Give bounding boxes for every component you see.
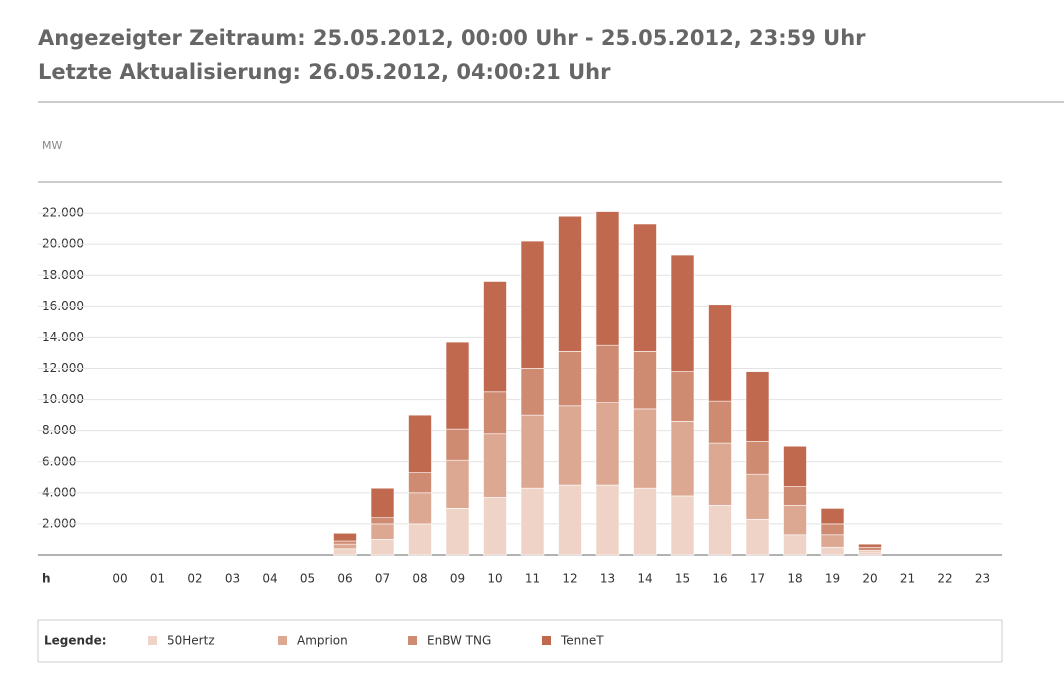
bar-segment: [633, 223, 657, 352]
x-tick-label: 03: [225, 572, 240, 586]
legend-box: [37, 619, 1003, 663]
bar-segment: [408, 414, 432, 473]
bar-segment: [820, 546, 845, 556]
x-tick-label: 00: [112, 572, 127, 586]
x-tick-label: 13: [600, 572, 615, 586]
bar-segment: [745, 518, 770, 556]
bar-segment: [370, 523, 395, 540]
bar-segment: [445, 508, 470, 556]
bar-segment: [820, 508, 845, 525]
bar-segment: [708, 504, 732, 556]
bar-segment: [408, 472, 432, 494]
bar-segment: [333, 532, 357, 542]
bar-segment: [445, 341, 470, 430]
bar-segment: [483, 281, 507, 393]
bar-segment: [670, 371, 695, 422]
bar-segment: [370, 517, 395, 525]
bar-segment: [708, 442, 732, 506]
bar-segment: [370, 487, 395, 519]
bar-segment: [558, 484, 582, 556]
bar-segment: [483, 497, 507, 556]
legend-swatch: [148, 636, 157, 645]
bar-segment: [333, 543, 357, 550]
bar-segment: [483, 433, 507, 498]
x-tick-label: 08: [412, 572, 427, 586]
x-tick-label: 14: [637, 572, 652, 586]
x-tick-label: 01: [150, 572, 165, 586]
x-tick-label: 19: [825, 572, 840, 586]
x-tick-label: 17: [750, 572, 765, 586]
bar-segment: [483, 391, 507, 435]
bar-segment: [333, 548, 357, 556]
legend-label: EnBW TNG: [427, 634, 491, 648]
bar-segment: [858, 543, 882, 548]
x-tick-label: 06: [337, 572, 352, 586]
x-tick-label: 23: [975, 572, 990, 586]
x-tick-label: 04: [262, 572, 277, 586]
bar-segment: [670, 495, 695, 556]
x-tick-label: 02: [187, 572, 202, 586]
period: Angezeigter Zeitraum: 25.05.2012, 00:00 …: [38, 26, 866, 50]
bar-segment: [783, 486, 807, 506]
bar-segment: [633, 408, 657, 489]
bar-segment: [783, 445, 807, 487]
legend-swatch: [542, 636, 551, 645]
bar-segment: [558, 405, 582, 486]
bar-segment: [370, 539, 395, 556]
bar-segment: [408, 492, 432, 525]
legend-label: 50Hertz: [167, 634, 215, 648]
x-tick-label: 07: [375, 572, 390, 586]
x-tick-label: 12: [562, 572, 577, 586]
x-tick-label: 21: [900, 572, 915, 586]
bar-segment: [633, 487, 657, 556]
bar-segment: [333, 540, 357, 545]
bar-segment: [820, 523, 845, 536]
y-axis-label: MW: [42, 139, 62, 152]
legend-label: TenneT: [560, 634, 604, 648]
bar-segment: [558, 215, 582, 352]
bar-segment: [745, 441, 770, 475]
legend-label: Amprion: [297, 634, 348, 648]
bar-segment: [445, 428, 470, 461]
bar-segment: [820, 534, 845, 548]
x-tick-label: 05: [300, 572, 315, 586]
bar-segment: [745, 371, 770, 442]
bar-segment: [520, 368, 545, 416]
x-axis-label: h: [42, 572, 51, 586]
bar-segment: [783, 534, 807, 556]
legend-title: Legende:: [44, 634, 107, 648]
bar-segment: [595, 484, 620, 556]
bar-segment: [520, 240, 545, 369]
bar-segment: [558, 351, 582, 407]
x-tick-label: 16: [712, 572, 727, 586]
bar-segment: [633, 351, 657, 410]
legend-swatch: [408, 636, 417, 645]
bar-segment: [408, 523, 432, 556]
bar-segment: [708, 400, 732, 444]
x-tick-label: 09: [450, 572, 465, 586]
bar-segment: [595, 402, 620, 486]
x-tick-label: 10: [487, 572, 502, 586]
bar-segment: [595, 211, 620, 346]
bar-segment: [520, 414, 545, 489]
x-tick-label: 20: [862, 572, 877, 586]
bar-segment: [445, 459, 470, 509]
x-tick-label: 22: [937, 572, 952, 586]
bar-segment: [783, 504, 807, 536]
x-tick-label: 11: [525, 572, 540, 586]
bar-segment: [520, 487, 545, 556]
bar-segment: [858, 546, 882, 551]
bar-segment: [745, 473, 770, 520]
bar-segment: [670, 421, 695, 497]
updated: Letzte Aktualisierung: 26.05.2012, 04:00…: [38, 60, 611, 84]
bar-segment: [858, 551, 882, 556]
bar-segment: [708, 304, 732, 402]
bar-segment: [595, 344, 620, 403]
bar-segment: [670, 254, 695, 372]
x-tick-label: 18: [787, 572, 802, 586]
x-tick-label: 15: [675, 572, 690, 586]
legend-swatch: [278, 636, 287, 645]
